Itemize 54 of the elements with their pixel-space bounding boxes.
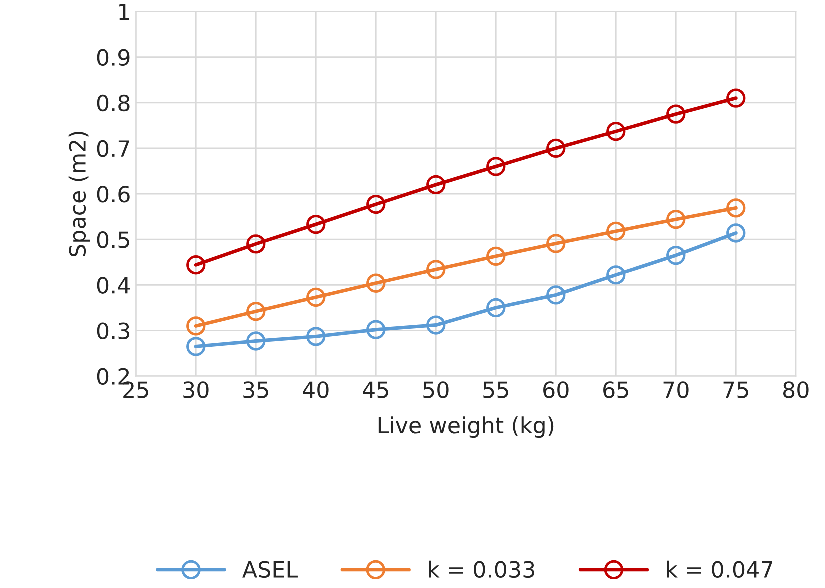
- x-tick-label: 70: [664, 382, 689, 398]
- y-tick-label: 0.7: [97, 140, 130, 158]
- legend-label: k = 0.047: [667, 560, 772, 578]
- point: [366, 274, 386, 293]
- y-axis-title: Space (m2): [68, 132, 90, 257]
- y-tick-label: 0.5: [97, 232, 130, 248]
- x-tick-label: 80: [783, 382, 809, 398]
- x-tick-label: 35: [244, 382, 268, 398]
- point: [426, 316, 446, 335]
- x-tick-label: 55: [484, 382, 508, 398]
- point: [726, 88, 746, 108]
- y-tick-label: 0.4: [97, 277, 130, 294]
- point: [546, 138, 566, 158]
- x-tick-label: 60: [544, 382, 569, 398]
- point: [186, 316, 206, 336]
- point: [246, 234, 266, 254]
- point: [426, 260, 446, 280]
- point: [606, 222, 626, 241]
- point: [366, 320, 386, 340]
- point: [666, 210, 686, 230]
- point: [306, 327, 326, 346]
- point: [486, 298, 506, 318]
- x-tick-label: 40: [303, 382, 329, 398]
- x-axis-title: Live weight (kg): [378, 416, 554, 438]
- point: [486, 246, 506, 266]
- y-tick-label: 1: [120, 4, 130, 20]
- y-tick-label: 0.8: [97, 94, 130, 112]
- point: [666, 104, 686, 124]
- point: [366, 194, 386, 214]
- point: [306, 214, 326, 234]
- point: [246, 332, 266, 351]
- legend-label: k = 0.033: [429, 560, 534, 578]
- legend-label: ASEL: [242, 561, 298, 578]
- point: [666, 246, 686, 266]
- x-tick-label: 30: [184, 382, 209, 398]
- point: [546, 286, 566, 305]
- x-tick-label: 75: [724, 382, 748, 398]
- y-tick-label: 0.9: [97, 49, 130, 66]
- point: [306, 288, 326, 308]
- point: [546, 234, 566, 254]
- x-tick-label: 50: [424, 382, 449, 398]
- point: [606, 122, 626, 142]
- point: [606, 266, 626, 285]
- point: [186, 337, 206, 356]
- y-tick-label: 0.6: [97, 186, 130, 203]
- point: [186, 256, 206, 275]
- point: [726, 224, 746, 243]
- y-tick-label: 0.3: [97, 322, 130, 340]
- point: [426, 175, 446, 195]
- x-tick-label: 45: [363, 382, 388, 398]
- x-tick-label: 65: [604, 382, 628, 398]
- point: [486, 157, 506, 176]
- point: [246, 302, 266, 322]
- point: [726, 198, 746, 218]
